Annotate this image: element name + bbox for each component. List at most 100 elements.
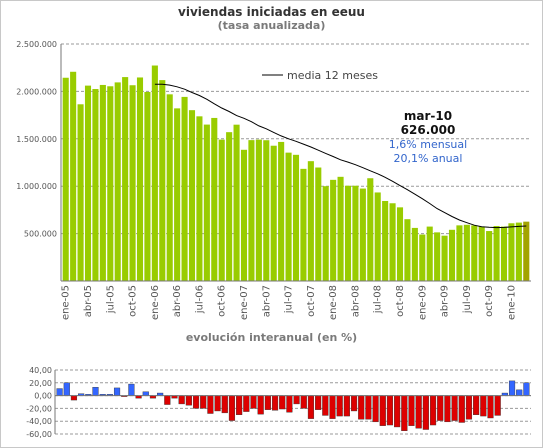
y-tick-label: -40,00 (26, 417, 52, 426)
x-tick-label: ene-09 (417, 285, 428, 320)
bar (207, 395, 214, 414)
bar (500, 226, 508, 281)
bar (329, 395, 336, 419)
x-tick-label: oct-08 (395, 285, 406, 317)
x-tick-label: oct-07 (306, 285, 317, 317)
bar (300, 168, 307, 281)
y-tick-label: 20,00 (29, 379, 52, 388)
bar (523, 221, 530, 281)
bar (218, 139, 225, 281)
bar (84, 85, 92, 281)
bar (56, 388, 63, 396)
bar (322, 395, 329, 416)
bar (336, 395, 343, 417)
bar (422, 395, 429, 430)
bar (480, 395, 487, 417)
y-tick-label: -20,00 (26, 404, 52, 413)
bar (203, 124, 210, 281)
bar (444, 395, 451, 423)
bar (250, 395, 257, 409)
x-tick-label: abr-09 (440, 285, 451, 317)
bar (214, 395, 221, 412)
bar (192, 395, 200, 409)
bar (279, 395, 286, 410)
bar (107, 86, 114, 282)
bar (478, 226, 485, 281)
bar (401, 395, 408, 431)
bar (448, 229, 456, 281)
bar (396, 207, 404, 281)
bar (389, 203, 396, 281)
bar (429, 395, 437, 426)
bar (181, 96, 188, 281)
bar (344, 185, 352, 281)
bar (465, 395, 473, 420)
y-tick-label: 1.500.000 (16, 135, 57, 144)
bar (129, 85, 136, 281)
bar (271, 395, 279, 411)
bar (233, 124, 240, 281)
annotation-value: 626.000 (401, 123, 456, 137)
x-tick-label: jul-07 (284, 285, 295, 314)
y-tick-label: -60,00 (26, 430, 52, 439)
x-tick-label: ene-07 (239, 285, 250, 320)
bar (113, 387, 121, 396)
bar (471, 225, 478, 281)
bar (114, 82, 121, 281)
yoy-chart: -60,00 -40,00 -20,00 0,00 20,00 40,00 (26, 366, 531, 439)
bar (144, 91, 151, 281)
bar (456, 225, 463, 281)
y-tick-label: 2.000.000 (16, 87, 57, 96)
x-tick-label: oct-09 (484, 285, 495, 317)
bar (307, 395, 315, 419)
x-tick-label: oct-06 (217, 285, 228, 317)
bar (473, 395, 480, 415)
x-tick-label: abr-08 (350, 285, 361, 317)
bar (358, 395, 365, 420)
bar (257, 395, 264, 415)
bar (174, 108, 181, 281)
bar (248, 140, 255, 281)
bar (200, 395, 207, 409)
y-tick-label: 0,00 (34, 392, 52, 401)
x-tick-label: oct-05 (128, 285, 139, 317)
bar (166, 94, 173, 281)
bar (236, 395, 243, 415)
bar (315, 167, 322, 281)
bar (374, 192, 381, 281)
bar (379, 395, 386, 426)
bar (128, 383, 135, 396)
bar (367, 178, 374, 281)
bar (62, 77, 69, 281)
bar (322, 186, 329, 281)
chart-title: viviendas iniciadas en eeuu (178, 5, 365, 19)
x-tick-label: jul-06 (194, 285, 205, 314)
bar (451, 395, 458, 421)
bar (307, 161, 314, 281)
bar (293, 395, 300, 405)
bar (315, 395, 322, 410)
bar (92, 387, 99, 396)
bar (278, 141, 285, 281)
bar (70, 71, 77, 281)
bar (285, 152, 292, 281)
x-tick-label: ene-08 (328, 285, 339, 320)
bar (372, 395, 379, 423)
bar (359, 188, 366, 281)
bar (142, 391, 149, 396)
bar (343, 395, 350, 417)
bar (159, 80, 166, 281)
bar (493, 226, 500, 281)
main-chart: 500.000 1.000.000 1.500.000 2.000.000 2.500.… (16, 40, 531, 320)
bar (516, 389, 523, 396)
secondary-chart-title: evolución interanual (en %) (185, 331, 358, 344)
y-tick-label: 500.000 (24, 230, 57, 239)
bar (286, 395, 293, 413)
bar (300, 395, 307, 409)
bar (263, 140, 270, 281)
bar (178, 395, 185, 405)
bar (164, 395, 171, 405)
bar (70, 395, 78, 401)
bar (523, 382, 530, 396)
bar (515, 222, 522, 281)
